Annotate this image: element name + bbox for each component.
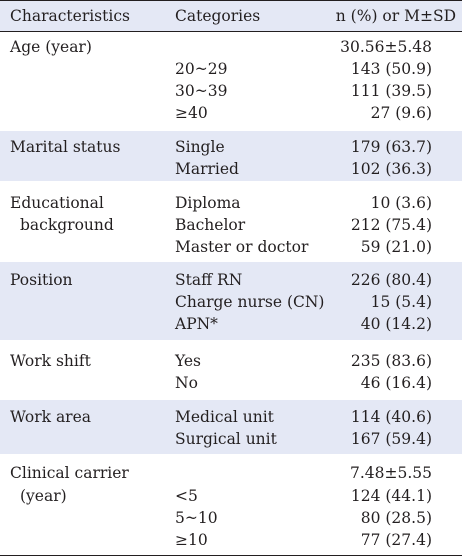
value-cell: 59 (21.0) (360, 238, 432, 256)
group-label: Position (10, 271, 73, 289)
group-label-line: Educational (10, 194, 104, 212)
category-cell: Master or doctor (175, 238, 309, 256)
category-cell: <5 (175, 487, 198, 505)
value-cell: 30.56±5.48 (340, 38, 432, 56)
group-label: Age (year) (10, 38, 92, 56)
value-cell: 111 (39.5) (350, 82, 432, 100)
header-categories: Categories (175, 7, 261, 25)
group-work-shift: Work shift Yes 235 (83.6) No 46 (16.4) (0, 345, 462, 397)
value-cell: 46 (16.4) (360, 374, 432, 392)
group-label-line: background (20, 216, 114, 234)
category-cell: ≥40 (175, 104, 208, 122)
value-cell: 179 (63.7) (350, 138, 432, 156)
value-cell: 235 (83.6) (350, 352, 432, 370)
category-cell: Bachelor (175, 216, 246, 234)
group-label: Work shift (10, 352, 91, 370)
group-label-line: (year) (20, 487, 67, 505)
value-cell: 212 (75.4) (350, 216, 432, 234)
category-cell: 20~29 (175, 60, 228, 78)
value-cell: 7.48±5.55 (349, 464, 432, 482)
value-cell: 10 (3.6) (370, 194, 432, 212)
group-age: Age (year) 30.56±5.48 20~29 143 (50.9) 3… (0, 32, 462, 128)
value-cell: 40 (14.2) (360, 315, 432, 333)
value-cell: 15 (5.4) (370, 293, 432, 311)
table-header: Characteristics Categories n (%) or M±SD (0, 0, 462, 32)
category-cell: 5~10 (175, 509, 218, 527)
value-cell: 167 (59.4) (350, 430, 432, 448)
value-cell: 124 (44.1) (350, 487, 432, 505)
category-cell: Diploma (175, 194, 241, 212)
header-characteristics: Characteristics (10, 7, 130, 25)
group-marital-status: Marital status Single 179 (63.7) Married… (0, 131, 462, 181)
category-cell: Yes (175, 352, 202, 370)
category-cell: Charge nurse (CN) (175, 293, 325, 311)
value-cell: 114 (40.6) (350, 408, 432, 426)
category-cell: No (175, 374, 198, 392)
value-cell: 143 (50.9) (350, 60, 432, 78)
group-label-line: Clinical carrier (10, 464, 129, 482)
category-cell: Surgical unit (175, 430, 277, 448)
value-cell: 27 (9.6) (370, 104, 432, 122)
group-clinical-carrier: Clinical carrier (year) 7.48±5.55 <5 124… (0, 456, 462, 555)
group-position: Position Staff RN 226 (80.4) Charge nurs… (0, 262, 462, 340)
value-cell: 80 (28.5) (360, 509, 432, 527)
category-cell: Married (175, 160, 239, 178)
value-cell: 102 (36.3) (350, 160, 432, 178)
category-cell: ≥10 (175, 531, 208, 549)
category-cell: 30~39 (175, 82, 228, 100)
category-cell: Staff RN (175, 271, 243, 289)
group-label: Work area (10, 408, 92, 426)
bottom-rule (0, 555, 462, 556)
group-label: Marital status (10, 138, 121, 156)
header-value: n (%) or M±SD (335, 7, 456, 25)
value-cell: 226 (80.4) (350, 271, 432, 289)
category-cell: APN* (175, 315, 218, 333)
category-cell: Medical unit (175, 408, 274, 426)
category-cell: Single (175, 138, 225, 156)
group-educational-background: Educational background Diploma 10 (3.6) … (0, 186, 462, 258)
group-work-area: Work area Medical unit 114 (40.6) Surgic… (0, 400, 462, 454)
value-cell: 77 (27.4) (360, 531, 432, 549)
